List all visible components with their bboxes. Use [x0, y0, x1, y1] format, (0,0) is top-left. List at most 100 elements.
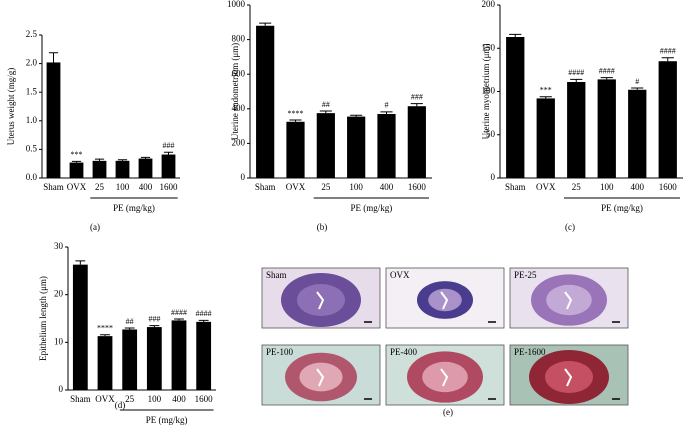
y-tick-label: 800 — [232, 34, 246, 44]
lumen — [440, 368, 449, 387]
x-tick-label: 25 — [572, 182, 582, 192]
x-tick-label: 100 — [349, 182, 363, 192]
lumen — [440, 291, 449, 310]
significance-label: # — [635, 77, 639, 86]
y-axis-label: Uterus weight (mg/g) — [6, 68, 16, 145]
micrograph-label: PE-100 — [266, 347, 294, 357]
error-bar — [661, 57, 674, 62]
x-tick-label: 1600 — [408, 182, 427, 192]
error-bar — [100, 334, 110, 337]
bar — [506, 37, 525, 178]
y-axis-label: Epithelium length (μm) — [38, 276, 48, 361]
bar — [536, 98, 555, 178]
y-tick-label: 400 — [232, 103, 246, 113]
significance-label: ### — [411, 92, 423, 101]
y-tick-label: 30 — [54, 241, 64, 251]
tissue-inner — [297, 284, 345, 316]
bar — [115, 160, 130, 178]
y-tick-label: 1.5 — [26, 86, 38, 96]
error-bar — [509, 33, 522, 38]
tissue-inner — [428, 288, 462, 312]
significance-label: #### — [196, 309, 212, 318]
x-tick-label: Sham — [255, 182, 276, 192]
error-bar — [380, 111, 393, 114]
micrograph: PE-400 — [385, 344, 505, 406]
x-tick-label: 100 — [148, 394, 162, 404]
x-tick-label: OVX — [286, 182, 306, 192]
error-bar — [149, 325, 160, 328]
panel-label: (e) — [443, 407, 453, 417]
y-tick-label: 20 — [54, 289, 64, 299]
x-tick-label: 1600 — [659, 182, 678, 192]
bar — [46, 62, 61, 178]
lumen — [316, 291, 325, 310]
error-bar — [117, 159, 128, 161]
bar — [628, 89, 647, 178]
y-tick-label: 1000 — [227, 0, 246, 9]
bar — [146, 327, 162, 390]
micrograph-label: PE-1600 — [514, 347, 546, 357]
significance-label: ## — [126, 317, 134, 326]
x-tick-label: OVX — [67, 182, 87, 192]
error-bar — [140, 156, 151, 159]
bar — [122, 329, 138, 390]
x-tick-label: 400 — [139, 182, 153, 192]
x-tick-label: 1600 — [160, 182, 179, 192]
bar — [347, 116, 366, 178]
error-bar — [75, 260, 86, 265]
micrograph-label: PE-400 — [390, 347, 418, 357]
x-tick-label: 400 — [172, 394, 186, 404]
significance-label: *** — [540, 86, 552, 95]
lumen — [564, 291, 573, 310]
error-bar — [289, 119, 302, 122]
micrograph-label: Sham — [266, 270, 287, 280]
bar — [92, 160, 107, 178]
y-tick-label: 150 — [482, 42, 496, 52]
bar — [377, 113, 396, 178]
tissue-inner — [546, 284, 592, 316]
bar — [256, 25, 275, 179]
group-label: PE (mg/kg) — [146, 415, 188, 425]
significance-label: **** — [288, 109, 304, 118]
bar — [196, 321, 212, 390]
bar — [171, 320, 187, 390]
y-tick-label: 0.5 — [26, 143, 38, 153]
error-bar — [570, 78, 583, 82]
x-tick-label: 25 — [125, 394, 135, 404]
micrograph: PE-1600 — [509, 344, 629, 406]
tissue-inner — [299, 362, 343, 392]
y-tick-label: 200 — [232, 137, 246, 147]
micrograph: PE-25 — [509, 267, 629, 329]
bar — [97, 336, 113, 390]
x-tick-label: 1600 — [195, 394, 214, 404]
bar — [69, 162, 84, 178]
group-label: PE (mg/kg) — [601, 203, 643, 213]
x-tick-label: Sham — [505, 182, 526, 192]
error-bar — [600, 77, 613, 80]
micrograph: PE-100 — [261, 344, 381, 406]
group-label: PE (mg/kg) — [113, 203, 155, 213]
x-tick-label: 400 — [380, 182, 394, 192]
error-bar — [410, 103, 423, 107]
x-tick-label: 25 — [95, 182, 105, 192]
group-label: PE (mg/kg) — [350, 203, 392, 213]
error-bar — [319, 110, 332, 114]
bar — [72, 264, 88, 390]
y-tick-label: 0.0 — [26, 172, 38, 182]
bar — [407, 106, 426, 178]
micrograph: Sham — [261, 267, 381, 329]
y-tick-label: 0 — [491, 172, 496, 182]
lumen — [316, 368, 325, 387]
tissue-inner — [545, 361, 593, 393]
bar — [658, 61, 677, 178]
x-tick-label: 100 — [116, 182, 130, 192]
y-tick-label: 2.0 — [26, 58, 38, 68]
bar — [161, 154, 176, 178]
panel-label: (c) — [565, 222, 575, 232]
error-bar — [124, 327, 135, 330]
significance-label: #### — [171, 308, 187, 317]
y-tick-label: 50 — [486, 129, 496, 139]
bar — [316, 113, 335, 178]
panel-label: (b) — [317, 222, 328, 232]
